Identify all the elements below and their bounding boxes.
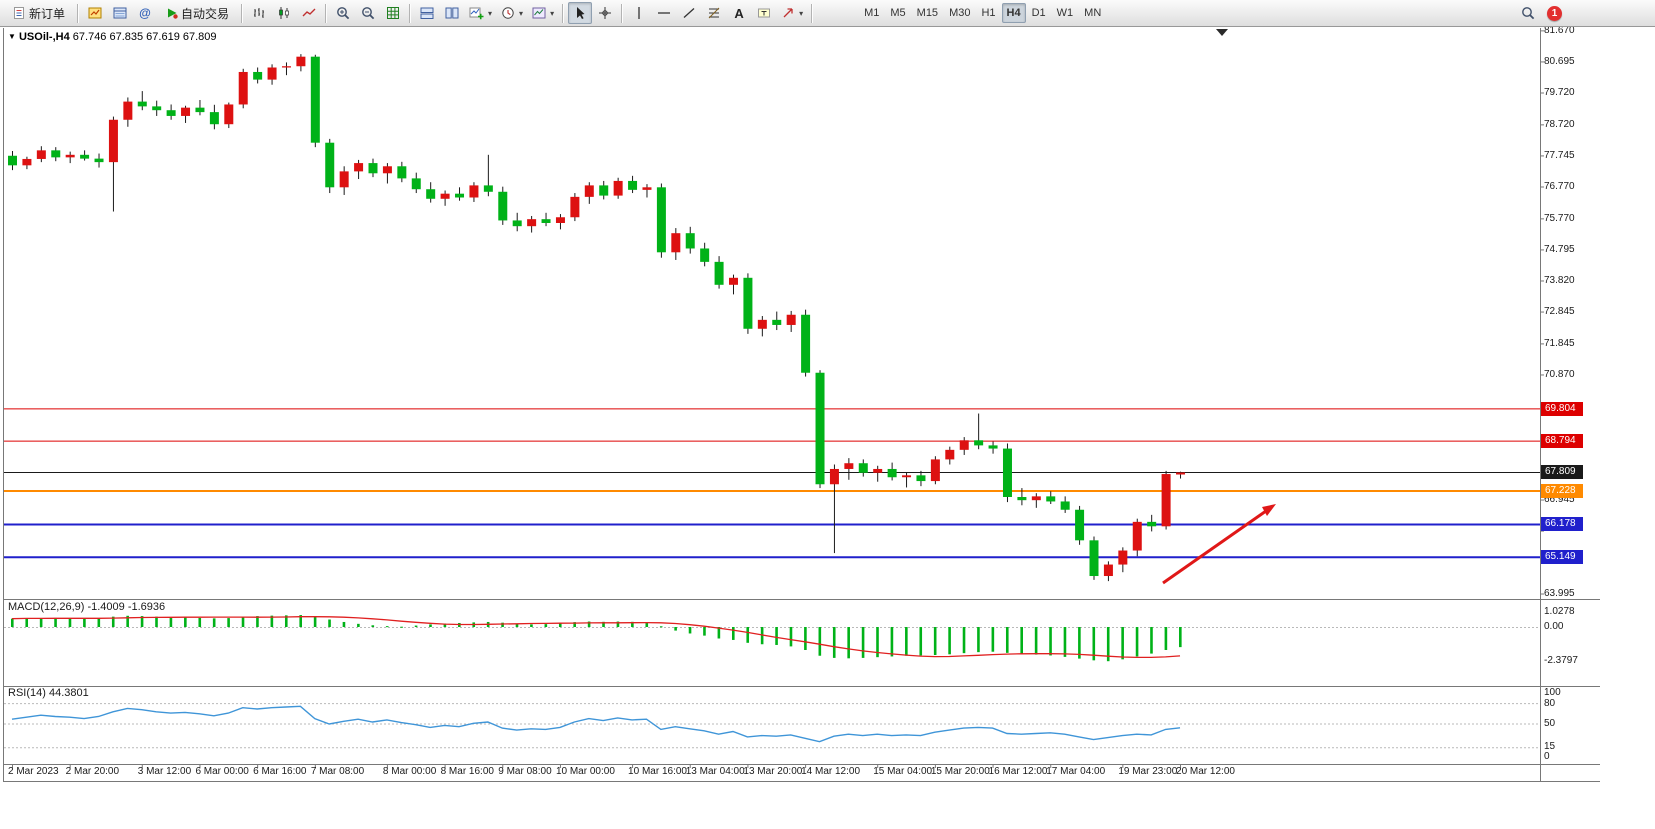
vertical-line-tool-button[interactable] xyxy=(627,2,651,24)
timeframe-button-d1[interactable]: D1 xyxy=(1027,3,1051,23)
arrows-tool-button[interactable]: ▾ xyxy=(777,2,807,24)
new-order-button[interactable]: 新订单 xyxy=(5,2,73,24)
symbol-timeframe-label: USOil-,H4 xyxy=(18,31,70,43)
market-watch-icon xyxy=(88,7,102,19)
market-watch-button[interactable] xyxy=(83,2,107,24)
dropdown-caret-icon: ▾ xyxy=(488,8,493,18)
chart-main-area[interactable] xyxy=(4,28,1540,598)
text-tool-button[interactable]: A xyxy=(727,2,751,24)
rsi-indicator-label: RSI(14) 44.3801 xyxy=(8,687,89,699)
trendline-tool-button[interactable] xyxy=(677,2,701,24)
bar-chart-icon xyxy=(254,8,265,18)
data-window-button[interactable] xyxy=(108,2,132,24)
zoom-out-icon xyxy=(362,7,375,20)
autotrading-icon xyxy=(168,8,178,19)
navigator-button[interactable]: @ xyxy=(133,2,157,24)
zoom-in-button[interactable] xyxy=(331,2,355,24)
line-chart-icon xyxy=(302,8,316,17)
toolbar-divider xyxy=(621,3,624,23)
zoom-out-button[interactable] xyxy=(356,2,380,24)
toolbar-right-group: 1 xyxy=(1516,2,1562,24)
fibonacci-icon xyxy=(708,7,720,19)
label-tool-button[interactable] xyxy=(752,2,776,24)
macd-panel[interactable] xyxy=(4,600,1540,685)
macd-indicator-label: MACD(12,26,9) -1.4009 -1.6936 xyxy=(8,601,166,613)
autotrading-label: 自动交易 xyxy=(181,6,230,21)
macd-axis-max-label: 1.0278 xyxy=(1544,606,1575,617)
line-chart-button[interactable] xyxy=(297,2,321,24)
notification-badge[interactable]: 1 xyxy=(1547,5,1562,21)
dropdown-caret-icon: ▾ xyxy=(550,8,555,18)
candlestick-chart-icon xyxy=(279,7,289,19)
horizontal-line-tool-button[interactable] xyxy=(652,2,676,24)
cursor-button[interactable] xyxy=(568,2,593,24)
tile-windows-horizontal-icon xyxy=(420,7,434,19)
new-order-label: 新订单 xyxy=(29,6,66,21)
timeframe-toolb ar: M1 M5 M15 M30 H1 H4 D1 W1 MN xyxy=(859,3,1106,23)
templates-button[interactable]: ▾ xyxy=(528,2,558,24)
arrows-tool-icon xyxy=(783,8,793,18)
fibonacci-tool-button[interactable] xyxy=(702,2,726,24)
horizontal-line-icon xyxy=(658,12,671,14)
timeframe-button-m1[interactable]: M1 xyxy=(859,3,884,23)
autotrading-button[interactable]: 自动交易 xyxy=(158,2,237,24)
toolbar-divider xyxy=(811,3,814,23)
tile-windows-vertical-icon xyxy=(445,7,459,19)
crosshair-icon xyxy=(599,7,612,19)
rsi-panel[interactable] xyxy=(4,687,1540,763)
grid-icon xyxy=(387,7,400,19)
bar-chart-button[interactable] xyxy=(247,2,271,24)
toolbar-divider xyxy=(77,3,80,23)
crosshair-button[interactable] xyxy=(593,2,617,24)
toolbar-divider xyxy=(562,3,565,23)
one-click-trading-toggle-icon[interactable]: ▼ xyxy=(8,32,16,41)
ohlc-values-label: 67.746 67.835 67.619 67.809 xyxy=(72,31,217,43)
candlestick-chart-button[interactable] xyxy=(272,2,296,24)
trendline-icon xyxy=(683,8,695,18)
rsi-axis-50-label: 50 xyxy=(1544,718,1556,729)
tile-windows-horizontal-button[interactable] xyxy=(415,2,439,24)
toolbar-divider xyxy=(409,3,412,23)
dropdown-caret-icon: ▾ xyxy=(519,8,524,18)
rsi-axis-80-label: 80 xyxy=(1544,698,1556,709)
new-chart-button[interactable]: ▾ xyxy=(465,2,496,24)
new-chart-icon xyxy=(469,7,484,20)
timeframe-button-h1[interactable]: H1 xyxy=(976,3,1000,23)
periods-button[interactable]: ▾ xyxy=(497,2,527,24)
macd-axis-min-label: -2.3797 xyxy=(1544,655,1578,666)
periods-clock-icon xyxy=(502,7,514,19)
toolbar-divider xyxy=(325,3,328,23)
zoom-in-icon xyxy=(337,7,350,20)
navigator-icon: @ xyxy=(139,6,151,20)
new-order-icon xyxy=(14,7,24,19)
grid-button[interactable] xyxy=(381,2,405,24)
text-tool-icon: A xyxy=(734,5,744,21)
cursor-icon xyxy=(577,7,585,19)
timeframe-button-h4[interactable]: H4 xyxy=(1001,3,1026,23)
time-axis[interactable] xyxy=(4,764,1540,781)
rsi-axis-100-label: 100 xyxy=(1544,687,1561,698)
search-button[interactable] xyxy=(1516,2,1540,24)
label-tool-icon xyxy=(758,8,771,18)
vertical-line-icon xyxy=(638,7,640,19)
rsi-axis-0-label: 0 xyxy=(1544,751,1550,762)
data-window-icon xyxy=(113,7,127,19)
timeframe-button-m30[interactable]: M30 xyxy=(944,3,975,23)
chart-symbol-line: ▼ USOil-,H4 67.746 67.835 67.619 67.809 xyxy=(8,31,217,43)
templates-icon xyxy=(532,7,546,19)
toolbar-divider xyxy=(241,3,244,23)
timeframe-button-m5[interactable]: M5 xyxy=(885,3,910,23)
main-toolbar: 新订单 @ 自动交易 xyxy=(0,0,1655,27)
tile-windows-vertical-button[interactable] xyxy=(440,2,464,24)
dropdown-caret-icon: ▾ xyxy=(799,8,804,18)
rsi-axis-15-label: 15 xyxy=(1544,741,1556,752)
search-icon xyxy=(1522,7,1535,20)
timeframe-button-m15[interactable]: M15 xyxy=(912,3,943,23)
timeframe-button-w1[interactable]: W1 xyxy=(1052,3,1079,23)
macd-axis-zero-label: 0.00 xyxy=(1544,621,1564,632)
timeframe-button-mn[interactable]: MN xyxy=(1079,3,1106,23)
price-axis[interactable] xyxy=(1541,28,1603,781)
